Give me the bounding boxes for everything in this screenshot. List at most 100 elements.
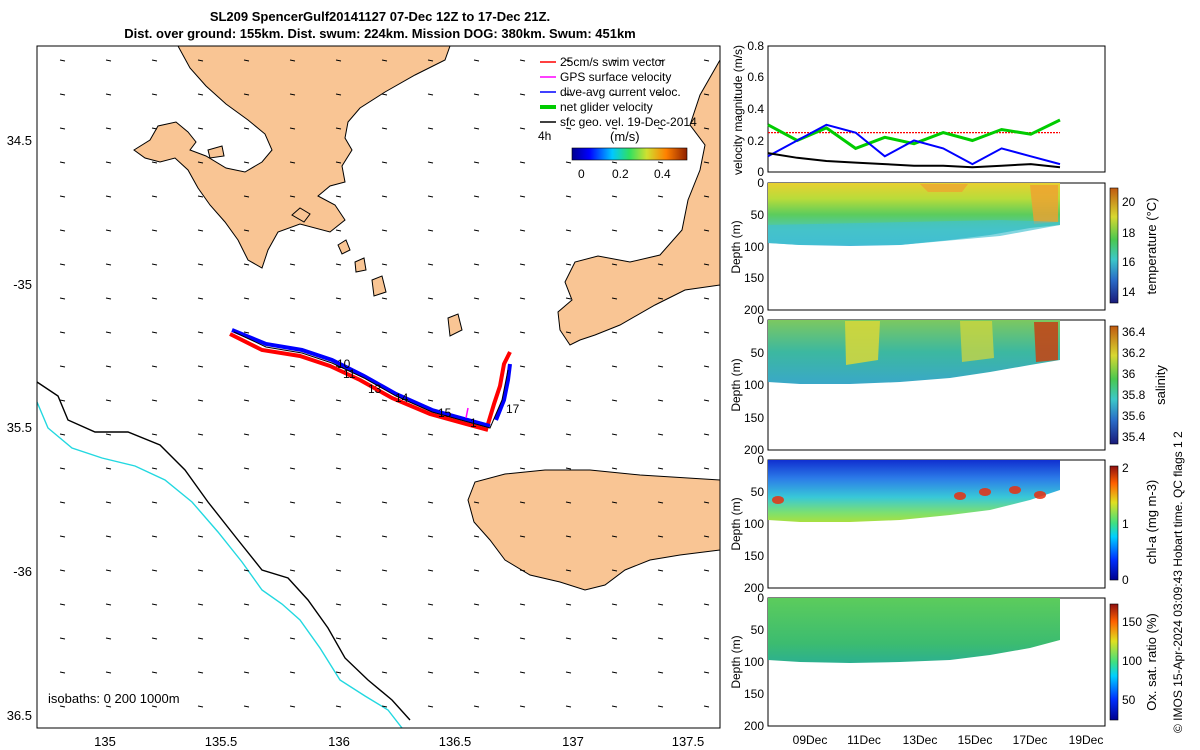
map-colorbar-tick: 0.4 [654, 167, 671, 181]
current-vector [105, 535, 112, 538]
current-vector [565, 603, 572, 606]
current-vector [59, 399, 66, 402]
current-vector [611, 365, 618, 368]
current-vector [565, 671, 572, 674]
day-label: 13 [368, 382, 382, 396]
current-vector [611, 705, 618, 708]
current-vector [197, 59, 204, 62]
salinity-cbar-label: salinity [1153, 365, 1168, 405]
current-vector [657, 535, 664, 538]
chla-cbar-ticks: 2 1 0 [1122, 461, 1129, 587]
current-vector [473, 603, 480, 606]
current-vector [243, 535, 250, 538]
current-vector [197, 161, 204, 164]
current-vector [335, 127, 342, 130]
current-vector [59, 229, 66, 232]
current-vector [657, 603, 664, 606]
current-vector [105, 603, 112, 606]
current-vector [657, 331, 664, 334]
current-vector [519, 263, 526, 266]
current-vector [473, 59, 480, 62]
current-vector [519, 365, 526, 368]
current-vector [703, 637, 710, 640]
current-vector [611, 331, 618, 334]
current-vector [703, 603, 710, 606]
current-vector [381, 365, 388, 368]
current-vector [381, 569, 388, 572]
current-vector [243, 671, 250, 674]
current-vector [473, 637, 480, 640]
current-vector [473, 127, 480, 130]
temperature-colorbar [1109, 187, 1119, 304]
current-vector [427, 263, 434, 266]
current-vector [289, 195, 296, 198]
current-vector [197, 399, 204, 402]
current-vector [105, 365, 112, 368]
current-vector [657, 501, 664, 504]
current-vector [335, 263, 342, 266]
salinity-high-patch [845, 321, 880, 365]
vel-ytick: 0 [757, 165, 764, 179]
current-vector [473, 535, 480, 538]
current-vector [197, 433, 204, 436]
current-vector [59, 671, 66, 674]
current-vector [335, 433, 342, 436]
current-vector [565, 535, 572, 538]
current-vector [151, 365, 158, 368]
day-label: 14 [395, 391, 409, 405]
current-vector [703, 229, 710, 232]
current-vector [59, 535, 66, 538]
current-vector [151, 671, 158, 674]
current-vector [565, 331, 572, 334]
current-vector [473, 569, 480, 572]
current-vector [565, 399, 572, 402]
chla-bloom [979, 488, 991, 496]
current-vector [703, 297, 710, 300]
legend-sfc-label: sfc geo. vel. 19-Dec-2014 [560, 115, 697, 129]
current-vector [703, 535, 710, 538]
date-tick: 17Dec [1013, 733, 1048, 747]
salinity-cbar-tick: 36.2 [1122, 346, 1146, 360]
current-vector [703, 93, 710, 96]
current-vector [519, 535, 526, 538]
time-scale-label: 4h [538, 129, 551, 143]
current-vector [289, 399, 296, 402]
current-vector [105, 569, 112, 572]
salinity-panel: 36.4 36.2 36 35.8 35.6 35.4 salinity 0 5… [729, 313, 1168, 457]
current-vector [289, 671, 296, 674]
current-vector [565, 297, 572, 300]
current-vector [335, 501, 342, 504]
current-vector [105, 399, 112, 402]
vel-ytick: 0.6 [747, 70, 764, 84]
vel-ytick: 0.8 [747, 39, 764, 53]
depth-tick: 50 [751, 485, 765, 499]
current-vector [519, 195, 526, 198]
chla-bloom [772, 496, 784, 504]
current-vector [703, 161, 710, 164]
depth-tick: 0 [757, 591, 764, 605]
current-vector [519, 93, 526, 96]
current-vector [565, 501, 572, 504]
current-vector [473, 263, 480, 266]
current-vector [381, 637, 388, 640]
salinity-ylabel: Depth (m) [729, 358, 743, 411]
current-vector [197, 297, 204, 300]
current-vector [473, 399, 480, 402]
current-vector [427, 705, 434, 708]
current-vector [381, 127, 388, 130]
current-vector [197, 671, 204, 674]
lat-tick: 35.5 [7, 420, 32, 435]
temperature-cbar-tick: 16 [1122, 255, 1136, 269]
figure-title-line-2: Dist. over ground: 155km. Dist. swum: 22… [124, 26, 636, 41]
current-vector [105, 637, 112, 640]
chla-bloom [1009, 486, 1021, 494]
current-vector [151, 331, 158, 334]
current-vector [335, 161, 342, 164]
depth-tick: 100 [744, 517, 764, 531]
date-tick: 13Dec [903, 733, 938, 747]
copyright-stamp: © IMOS 15-Apr-2024 03:09:43 Hobart time.… [1171, 431, 1185, 733]
current-vector [289, 365, 296, 368]
map-day-labels: 10 11 13 14 15 1 17 [337, 357, 520, 430]
depth-tick: 200 [744, 443, 764, 457]
current-vector [381, 535, 388, 538]
